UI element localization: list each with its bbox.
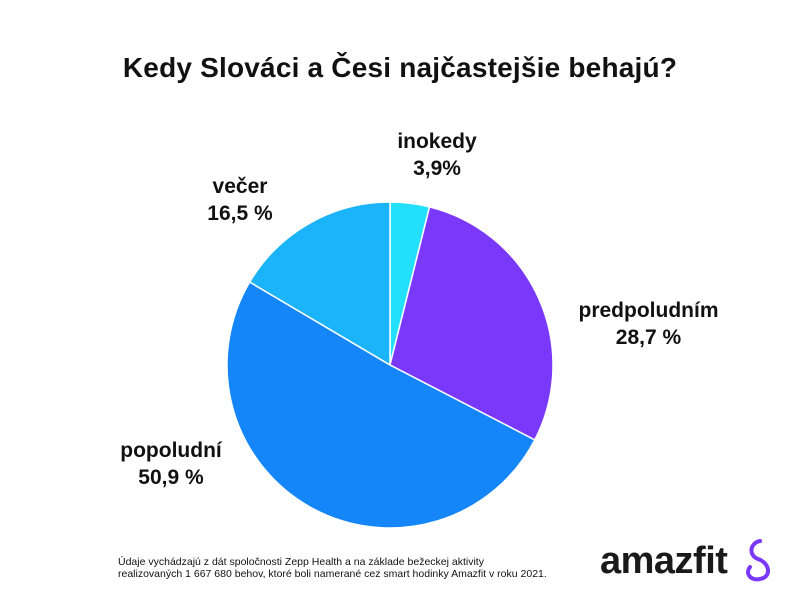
label-inokedy-name: inokedy [397, 130, 477, 153]
label-predpoludnim-value: 28,7 % [615, 326, 682, 349]
pie-slice-1 [389, 205, 554, 441]
label-vecer-name: večer [212, 175, 268, 198]
label-inokedy: inokedy 3,9% [377, 128, 497, 182]
amazfit-wordmark: amazfit [600, 540, 728, 582]
pie-slice-3 [248, 201, 391, 367]
label-vecer-value: 16,5 % [207, 202, 273, 225]
label-predpoludnim-name: predpoludním [578, 299, 719, 322]
source-footnote: Údaje vychádzajú z dát spoločnosti Zepp … [118, 556, 547, 580]
label-popoludni: popoludní 50,9 % [106, 437, 236, 491]
label-popoludni-name: popoludní [120, 439, 222, 462]
label-predpoludnim: predpoludním 28,7 % [556, 297, 741, 351]
footnote-line-1: Údaje vychádzajú z dát spoločnosti Zepp … [118, 556, 484, 568]
label-popoludni-value: 50,9 % [138, 466, 204, 489]
label-vecer: večer 16,5 % [185, 173, 295, 227]
label-inokedy-value: 3,9% [413, 157, 461, 180]
chart-title: Kedy Slováci a Česi najčastejšie behajú? [122, 52, 678, 83]
amazfit-swirl-icon [746, 539, 770, 582]
footnote-line-2: realizovaných 1 667 680 behov, ktoré bol… [118, 568, 547, 580]
amazfit-logo: amazfit [600, 539, 770, 582]
pie-slice-2 [226, 281, 536, 529]
